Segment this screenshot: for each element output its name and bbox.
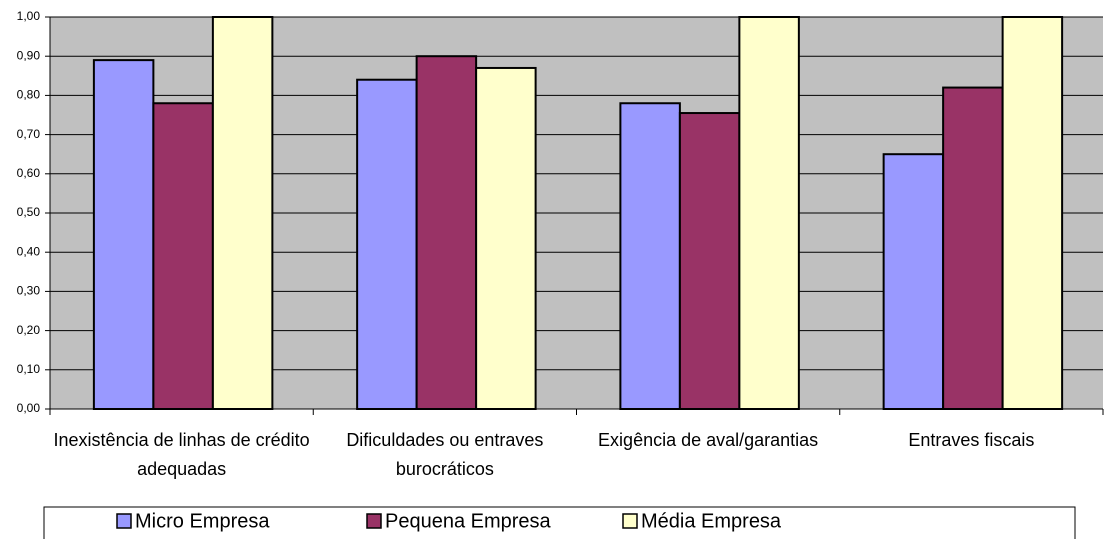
x-tick-label: Exigência de aval/garantias bbox=[598, 430, 819, 450]
legend-label: Pequena Empresa bbox=[385, 510, 552, 532]
y-tick-label: 0,20 bbox=[17, 323, 41, 337]
bar bbox=[92, 59, 155, 411]
x-tick-label: Dificuldades ou entraves burocráticos bbox=[346, 430, 544, 479]
bar bbox=[619, 102, 681, 411]
legend-swatch bbox=[622, 513, 638, 529]
bar bbox=[356, 78, 418, 410]
bar bbox=[942, 86, 1004, 410]
y-tick-label: 1,00 bbox=[17, 9, 41, 23]
x-tick-label: Entraves fiscais bbox=[908, 430, 1035, 450]
legend-label: Média Empresa bbox=[641, 510, 782, 532]
y-tick-label: 0,60 bbox=[17, 166, 41, 180]
bar bbox=[415, 55, 478, 410]
bar bbox=[882, 153, 945, 410]
legend-box bbox=[43, 506, 1076, 539]
y-tick-label: 0,50 bbox=[17, 205, 41, 219]
y-tick-label: 0,40 bbox=[17, 244, 41, 258]
legend-swatch bbox=[116, 513, 132, 529]
y-tick-label: 0,00 bbox=[17, 401, 41, 415]
bar bbox=[738, 16, 800, 410]
bar bbox=[1001, 16, 1064, 410]
y-tick-label: 0,30 bbox=[17, 284, 41, 298]
legend-label: Micro Empresa bbox=[135, 510, 270, 532]
y-tick-label: 0,90 bbox=[17, 48, 41, 62]
bar bbox=[211, 16, 274, 410]
x-tick-label: Inexistência de linhas de crédito adequa… bbox=[53, 430, 310, 479]
bar bbox=[678, 112, 741, 410]
y-tick-label: 0,70 bbox=[17, 127, 41, 141]
bar bbox=[475, 66, 537, 411]
bar bbox=[152, 102, 214, 411]
y-tick-label: 0,80 bbox=[17, 88, 41, 102]
legend-swatch bbox=[366, 513, 382, 529]
y-tick-label: 0,10 bbox=[17, 362, 41, 376]
